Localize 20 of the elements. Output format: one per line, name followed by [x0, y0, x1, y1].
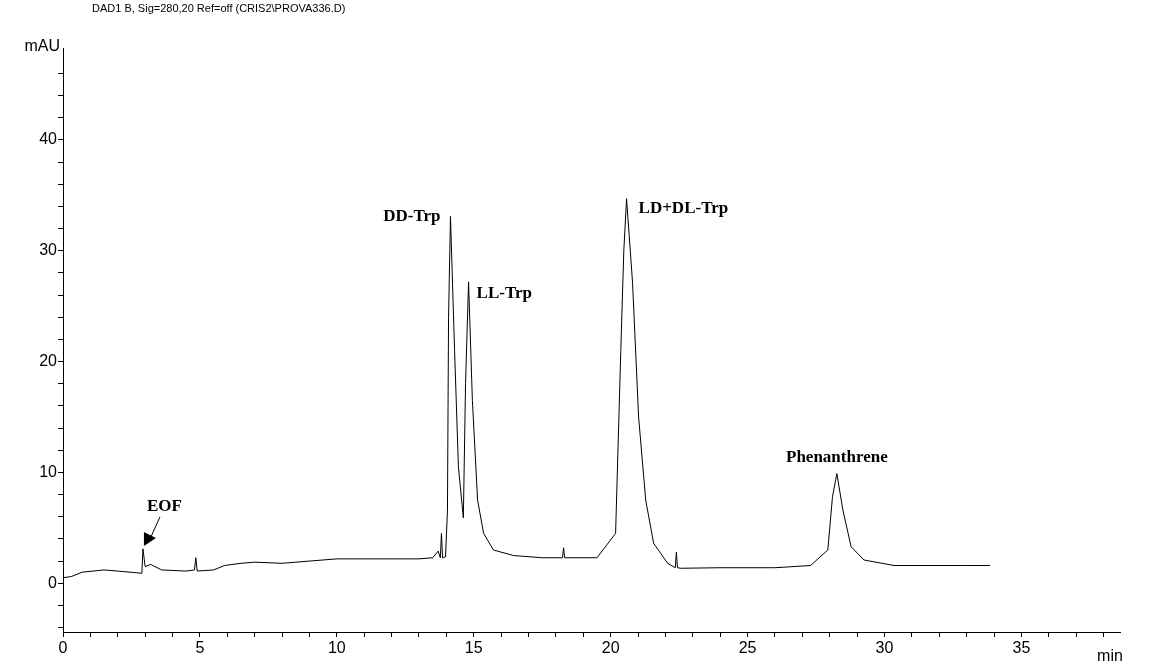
x-tick-label: 5 [195, 639, 205, 657]
x-tick-label: 35 [1012, 639, 1031, 657]
x-tick-label: 10 [327, 639, 346, 657]
chart-title: DAD1 B, Sig=280,20 Ref=off (CRIS2\PROVA336.D) [92, 2, 346, 15]
y-tick-label: 10 [39, 462, 58, 480]
annotation: Phenanthrene [786, 446, 889, 466]
annotation: LD+DL-Trp [638, 198, 729, 218]
x-tick-label: 30 [875, 639, 894, 657]
annotation: LL-Trp [476, 283, 532, 303]
annotation: DD-Trp [383, 205, 441, 225]
y-tick-label: 30 [39, 241, 58, 259]
x-axis-title: min [1097, 647, 1123, 665]
annotation: EOF [146, 496, 182, 516]
y-tick-label: 40 [39, 130, 58, 148]
y-tick-label: 20 [39, 352, 58, 370]
x-tick-label: 20 [601, 639, 620, 657]
x-tick-label: 25 [738, 639, 757, 657]
y-axis-title: mAU [24, 37, 60, 55]
y-tick-label: 0 [48, 573, 58, 591]
x-tick-label: 15 [464, 639, 483, 657]
